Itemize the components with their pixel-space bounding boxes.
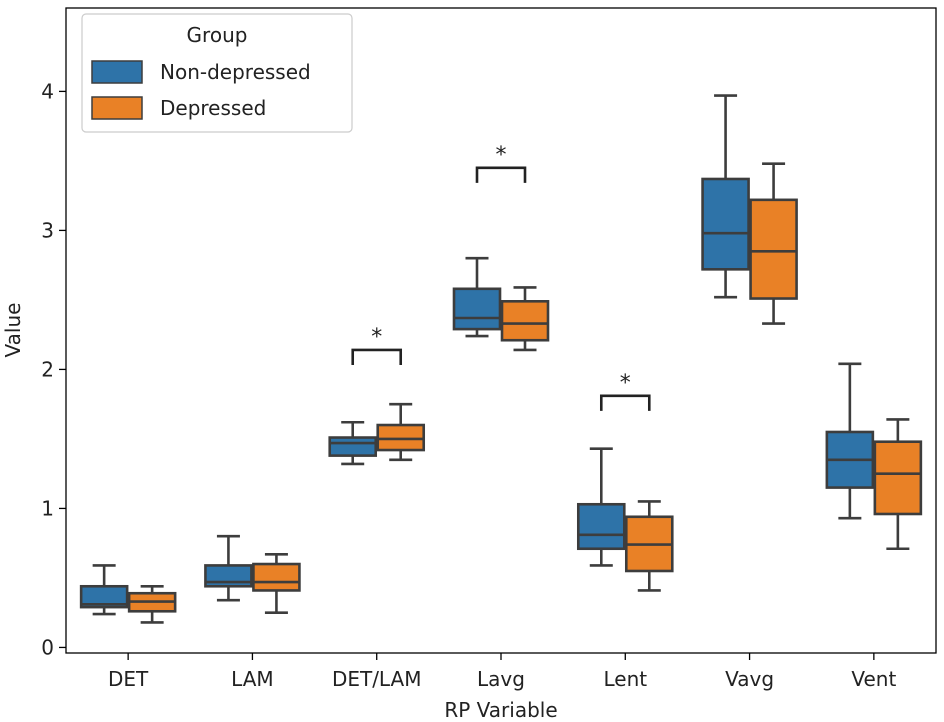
y-tick-label: 2 — [41, 357, 54, 381]
y-axis-label: Value — [1, 303, 25, 358]
box-iqr — [576, 502, 626, 551]
box-iqr — [500, 300, 550, 342]
box-iqr — [873, 440, 923, 516]
box-non-depressed-lavg — [452, 256, 502, 338]
significance-bracket — [599, 394, 651, 411]
box-non-depressed-vavg — [701, 94, 750, 299]
y-axis: 0 1 2 3 4 — [41, 79, 66, 659]
box-iqr — [328, 436, 378, 457]
y-tick-label: 3 — [41, 218, 54, 242]
x-axis-label: RP Variable — [444, 698, 557, 722]
significance-star: * — [620, 371, 631, 396]
significance-star: * — [496, 143, 507, 168]
y-tick-label: 0 — [41, 635, 54, 659]
significance-lent: * — [599, 371, 651, 411]
box-iqr — [252, 562, 301, 592]
box-non-depressed-vent — [825, 362, 875, 520]
legend-label-depressed: Depressed — [160, 96, 266, 120]
box-iqr — [79, 584, 129, 609]
significance-star: * — [371, 325, 382, 350]
box-depressed-det-lam — [376, 402, 426, 462]
x-tick-label-det: DET — [108, 667, 149, 691]
significance-bracket — [475, 166, 527, 183]
box-depressed-lavg — [500, 286, 550, 352]
legend-frame — [81, 13, 353, 133]
legend-swatch-non-depressed — [91, 60, 143, 84]
box-iqr — [376, 423, 426, 452]
x-tick-label-lavg: Lavg — [477, 667, 525, 691]
box-depressed-det — [127, 584, 177, 624]
legend-title: Group — [187, 23, 248, 47]
box-depressed-lent — [624, 500, 674, 592]
box-iqr — [452, 287, 502, 331]
y-tick-label: 4 — [41, 79, 54, 103]
box-iqr — [701, 177, 750, 271]
box-depressed-vent — [873, 418, 923, 551]
box-non-depressed-lent — [576, 447, 626, 567]
significance-det-lam: * — [351, 325, 403, 365]
x-tick-label-det-lam: DET/LAM — [332, 667, 422, 691]
box-depressed-vavg — [749, 162, 798, 325]
x-tick-label-vavg: Vavg — [725, 667, 774, 691]
legend-label-non-depressed: Non-depressed — [160, 60, 311, 84]
x-tick-label-lam: LAM — [231, 667, 274, 691]
box-non-depressed-det-lam — [328, 420, 378, 466]
box-non-depressed-det — [79, 564, 129, 616]
boxes-layer — [79, 94, 923, 624]
significance-lavg: * — [475, 143, 527, 183]
box-iqr — [749, 198, 798, 300]
y-tick-label: 1 — [41, 496, 54, 520]
x-tick-label-lent: Lent — [603, 667, 647, 691]
box-depressed-lam — [252, 553, 301, 614]
legend-swatch-depressed — [91, 96, 143, 120]
significance-layer: * * * — [351, 143, 651, 411]
x-axis: DET LAM DET/LAM Lavg Lent Vavg Vent — [108, 653, 896, 691]
significance-bracket — [351, 348, 403, 365]
legend: Group Non-depressed Depressed — [81, 13, 353, 133]
box-non-depressed-lam — [204, 534, 253, 602]
x-tick-label-vent: Vent — [851, 667, 896, 691]
